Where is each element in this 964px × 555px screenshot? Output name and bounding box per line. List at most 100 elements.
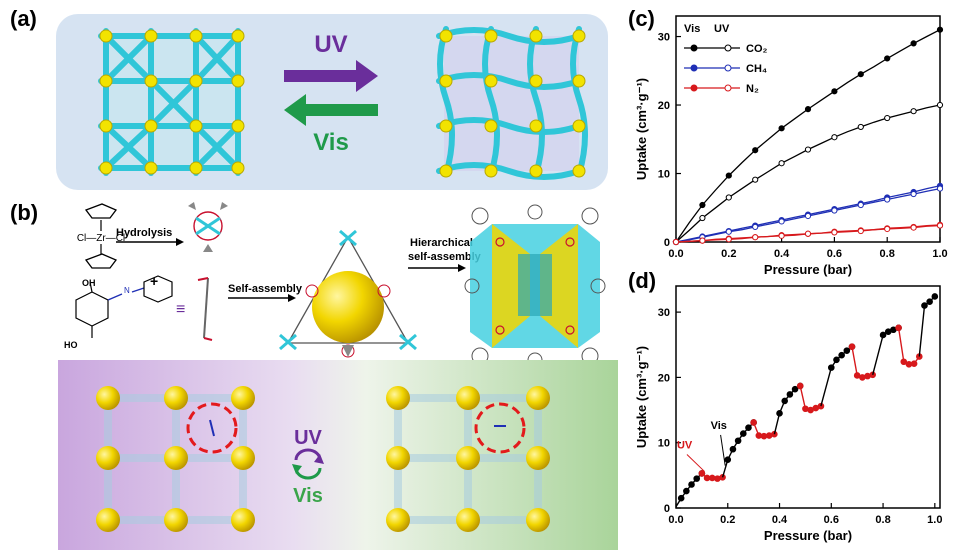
chart-c-data-point: [910, 224, 917, 231]
chart-d-data-point: [931, 293, 939, 300]
chart-d-data-point: [843, 347, 851, 354]
self-assembly-label: Self-assembly: [228, 283, 303, 295]
chart-d-x-tick-label: 1.0: [927, 514, 942, 526]
chart-d: 0.0 0.2 0.4 0.6 0.8 1.0 0 10 20 30 Pressure (bar) U…: [634, 285, 942, 543]
linker-oh-label: OH: [82, 278, 96, 288]
chart-c-y-tick-label: 20: [658, 100, 670, 112]
hierarchical-cube: [464, 204, 606, 368]
chart-c-legend-header-vis: Vis: [684, 23, 700, 35]
panel-b-label: (b): [10, 200, 39, 225]
chart-c-x-tick-label: 0.8: [880, 248, 895, 260]
chart-d-data-point: [786, 391, 794, 398]
chart-d-y-tick-label: 10: [658, 438, 670, 450]
chart-c-data-point: [752, 176, 759, 183]
chart-d-y-tick-label: 0: [664, 503, 670, 515]
chart-c-data-point: [936, 185, 944, 192]
chart-d-data-point: [729, 445, 737, 453]
chart-d-data-point: [879, 331, 887, 339]
chart-c-x-axis-label: Pressure (bar): [764, 262, 852, 277]
chart-c-y-tick-label: 0: [664, 237, 670, 249]
panel-b-vis-text: Vis: [293, 485, 323, 507]
chart-d-annotation-uv: UV: [677, 440, 693, 452]
chart-d-data-point: [926, 298, 933, 305]
zirconocene-structure: Cl—Zr—Cl: [77, 203, 125, 269]
chart-d-segment-line: [820, 346, 853, 407]
chart-c-legend-label: CO₂: [746, 43, 768, 55]
linker-ho-label: HO: [64, 340, 78, 350]
chart-c-legend-marker-vis: [690, 84, 698, 92]
framework-lattice-uv: [386, 386, 550, 532]
chart-c-x-tick-label: 1.0: [932, 248, 947, 260]
chart-d-data-point: [900, 358, 908, 366]
panel-a-label: (a): [10, 6, 37, 31]
chart-d-y-tick-label: 20: [658, 372, 670, 384]
chart-c-legend-marker-uv: [724, 84, 732, 92]
chart-c-data-point: [884, 225, 891, 233]
equivalence-sign: ≡: [176, 301, 185, 318]
chart-d-x-tick-label: 0.4: [772, 514, 788, 526]
chart-d-data-point: [677, 494, 685, 502]
chart-c-data-point: [725, 194, 732, 201]
chart-c-data-point: [725, 228, 732, 235]
chart-c-data-point: [778, 160, 785, 167]
chart-c-data-point: [699, 201, 706, 209]
chart-d-y-axis-label: Uptake (cm³·g⁻¹): [634, 346, 649, 448]
chart-d-x-tick-label: 0.2: [720, 514, 735, 526]
chart-c-data-point: [804, 230, 812, 237]
zirconocene-formula: Cl—Zr—Cl: [77, 233, 125, 244]
chart-c-x-tick-label: 0.0: [668, 248, 683, 260]
chart-c-legend-label: N₂: [746, 83, 759, 95]
pore-highlight-right: [474, 402, 526, 454]
chart-c-data-point: [804, 212, 812, 220]
chart-c-legend-label: CH₄: [746, 63, 767, 75]
panel-d-label: (d): [628, 268, 657, 293]
chart-c-data-point: [857, 227, 864, 235]
chart-d-data-point: [724, 456, 732, 463]
chart-d-plot-frame: [675, 285, 941, 509]
chart-c-y-axis-label: Uptake (cm³·g⁻¹): [634, 78, 649, 180]
chart-d-data-point: [895, 324, 902, 332]
chart-d-data-point: [833, 356, 840, 364]
panel-a-uv-text: UV: [314, 31, 347, 58]
chart-d-data-point: [683, 487, 690, 495]
chart-d-data-point: [848, 343, 856, 351]
chart-d-data-point: [796, 382, 804, 390]
chart-d-data-point: [719, 474, 726, 481]
panel-c-label: (c): [628, 6, 655, 31]
chart-c-y-tick-label: 30: [658, 32, 670, 44]
chart-c-data-point: [857, 201, 864, 209]
chart-d-data-point: [750, 419, 757, 426]
chart-c-data-point: [804, 106, 812, 113]
mof-framework-vis-state: [98, 28, 245, 176]
chart-d-data-point: [838, 351, 845, 359]
chart-c-data-point: [725, 236, 732, 243]
chart-d-y-tick-label: 30: [658, 307, 670, 319]
chart-d-data-point: [745, 424, 752, 431]
chart-c-data-point: [699, 214, 706, 222]
chart-c-data-point: [778, 218, 785, 225]
chart-c-data-point: [857, 123, 864, 131]
chart-c-data-point: [831, 229, 838, 236]
chart-c-legend-marker-vis: [690, 64, 698, 72]
chart-d-x-tick-label: 0.6: [824, 514, 839, 526]
panel-a-figure: UV Vis: [56, 14, 608, 190]
chart-c-data-point: [910, 108, 917, 115]
chart-c-data-point: [884, 55, 891, 62]
zr-cluster-icon: [188, 202, 228, 252]
chart-c-series-line: [675, 104, 941, 243]
chart-c-data-point: [752, 147, 759, 154]
chart-d-annotation-vis: Vis: [711, 420, 727, 432]
chart-c-x-tick-label: 0.2: [721, 248, 736, 260]
chart-c-data-point: [936, 26, 944, 33]
chart-c-data-point: [778, 125, 785, 132]
chart-c-x-tick-label: 0.4: [774, 248, 790, 260]
chart-d-annotation-arrow: [720, 434, 726, 466]
hierarchical-label-line1: Hierarchical: [410, 237, 473, 249]
panel-b-uv-text: UV: [294, 427, 322, 449]
chart-d-data-point: [739, 430, 747, 437]
chart-c-data-point: [884, 196, 891, 203]
chart-d-x-tick-label: 0.8: [875, 514, 890, 526]
chart-c-legend-marker-vis: [690, 44, 698, 52]
mof-framework-uv-state: [436, 26, 588, 180]
chart-c-data-point: [910, 40, 917, 47]
